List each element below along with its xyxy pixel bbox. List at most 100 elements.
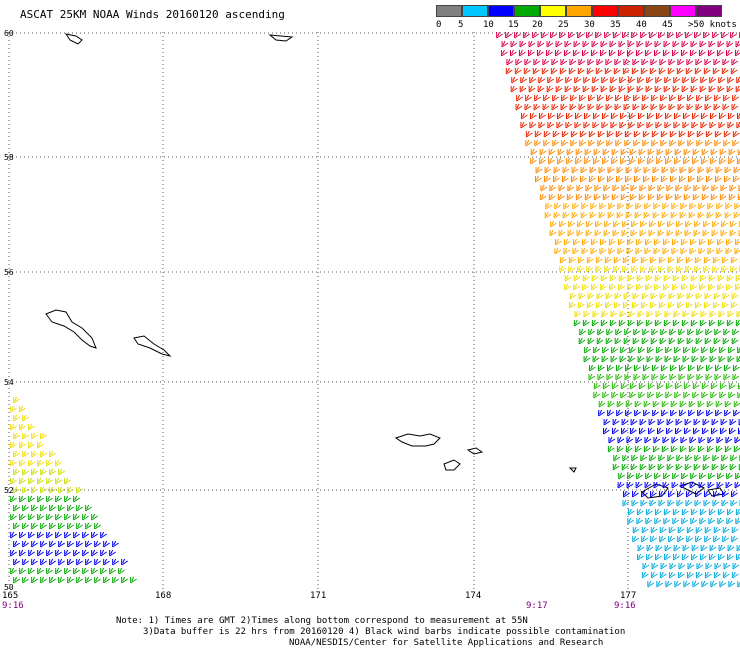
wind-barb xyxy=(577,256,585,264)
wind-barb xyxy=(680,436,688,444)
wind-barb xyxy=(645,85,653,93)
wind-barb xyxy=(710,148,718,156)
island-right-2 xyxy=(678,481,705,495)
wind-barb xyxy=(705,94,712,102)
wind-barb xyxy=(712,32,719,39)
wind-barb xyxy=(629,382,637,390)
wind-barb xyxy=(710,391,718,399)
wind-barb xyxy=(22,432,29,440)
wind-barb xyxy=(533,103,541,111)
wind-barb xyxy=(695,535,702,543)
wind-barb xyxy=(585,184,593,192)
wind-barb xyxy=(671,202,679,210)
wind-barb xyxy=(664,76,672,84)
wind-barb xyxy=(718,544,726,552)
wind-barb xyxy=(569,58,577,66)
wind-barb xyxy=(82,549,89,557)
wind-barb xyxy=(94,576,101,584)
wind-barb xyxy=(735,274,740,282)
wind-barb xyxy=(713,535,720,543)
wind-barb xyxy=(615,328,623,336)
wind-barb xyxy=(699,472,706,480)
wind-barb xyxy=(671,247,679,255)
wind-barb xyxy=(691,544,699,552)
wind-barb xyxy=(109,549,116,557)
wind-barb xyxy=(730,256,738,264)
wind-barb xyxy=(724,211,732,219)
wind-barb xyxy=(82,513,89,521)
wind-barb xyxy=(699,274,707,282)
wind-barb xyxy=(609,283,616,291)
wind-barb xyxy=(690,85,698,93)
wind-barb xyxy=(648,418,656,426)
wind-barb xyxy=(686,337,694,345)
wind-barb xyxy=(661,175,668,183)
wind-barb xyxy=(624,139,632,147)
wind-barb xyxy=(649,67,657,75)
wind-barb xyxy=(634,409,641,417)
wind-barb xyxy=(608,49,616,57)
wind-barb xyxy=(550,220,557,228)
wind-barb xyxy=(726,517,734,525)
wind-barb xyxy=(564,283,571,291)
wind-barb xyxy=(697,400,705,408)
wind-barb xyxy=(620,148,628,156)
wind-barb xyxy=(678,130,686,138)
wind-barb xyxy=(669,562,677,570)
wind-barb xyxy=(640,220,647,228)
wind-barb xyxy=(638,157,645,165)
wind-barb xyxy=(73,549,80,557)
wind-barb xyxy=(684,184,692,192)
wind-barb xyxy=(706,409,713,417)
wind-barb xyxy=(719,382,727,390)
wind-barb xyxy=(588,373,596,381)
wind-barb xyxy=(600,283,607,291)
wind-barb xyxy=(631,67,639,75)
wind-barb xyxy=(583,76,591,84)
wind-barb xyxy=(40,540,47,548)
wind-barb xyxy=(731,103,739,111)
wind-barb xyxy=(677,292,685,300)
wind-barb xyxy=(597,328,605,336)
wind-barb xyxy=(600,319,608,327)
wind-barb xyxy=(529,76,537,84)
wind-barb xyxy=(49,540,56,548)
wind-barb xyxy=(671,436,679,444)
wind-barb xyxy=(593,193,601,201)
wind-barb xyxy=(731,58,739,66)
wind-barb xyxy=(688,364,695,372)
wind-barb xyxy=(667,256,675,264)
wind-barb xyxy=(690,508,698,516)
wind-barb xyxy=(642,94,649,102)
wind-barb xyxy=(667,67,675,75)
wind-barb xyxy=(592,76,600,84)
wind-barb xyxy=(722,337,730,345)
wind-barb xyxy=(670,409,677,417)
wind-barb xyxy=(708,508,716,516)
wind-barb xyxy=(37,567,44,575)
wind-barb xyxy=(581,49,589,57)
wind-barb xyxy=(634,400,642,408)
wind-barb xyxy=(652,445,660,453)
wind-barb xyxy=(583,310,591,318)
wind-barb xyxy=(640,265,648,273)
wind-barb xyxy=(619,355,627,363)
wind-barb xyxy=(682,544,690,552)
wind-barb xyxy=(605,292,613,300)
wind-barb xyxy=(726,508,734,516)
wind-barb xyxy=(575,148,583,156)
wind-barb xyxy=(717,508,725,516)
wind-barb xyxy=(572,49,580,57)
wind-barb xyxy=(534,139,542,147)
wind-barb xyxy=(630,184,638,192)
wind-barb xyxy=(586,67,594,75)
wind-barb xyxy=(55,567,62,575)
wind-barb xyxy=(710,157,717,165)
wind-barb xyxy=(646,112,654,120)
wind-barb xyxy=(641,103,649,111)
wind-barb xyxy=(638,346,645,354)
wind-barb xyxy=(630,418,638,426)
wind-barb xyxy=(94,558,101,566)
wind-barb xyxy=(632,535,639,543)
wind-barb xyxy=(556,112,564,120)
